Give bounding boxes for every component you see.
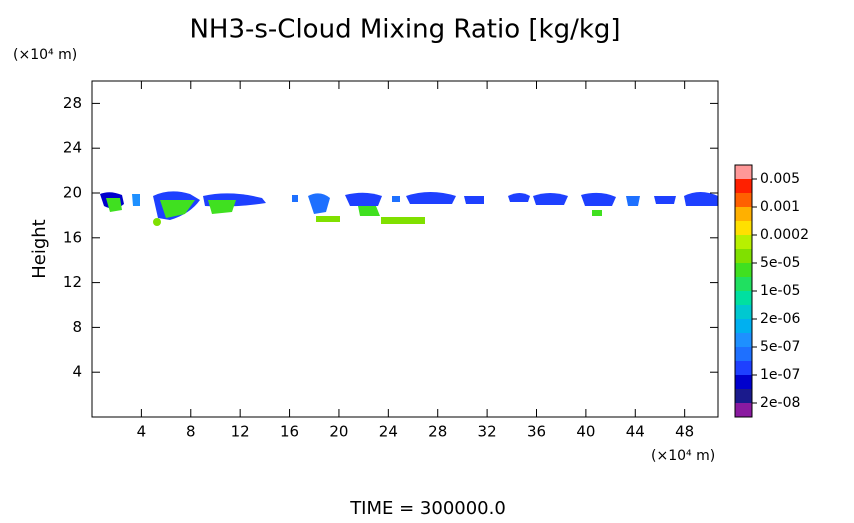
chart-title: NH3-s-Cloud Mixing Ratio [kg/kg] [189, 15, 620, 45]
colorbar-swatch [735, 319, 752, 333]
colorbar-swatch [735, 179, 752, 193]
x-tick-label: 12 [231, 423, 250, 441]
colorbar-swatch [735, 193, 752, 207]
x-tick-label: 40 [576, 423, 595, 441]
y-tick-label: 16 [63, 228, 82, 246]
colorbar-swatch [735, 165, 752, 179]
x-tick-label: 16 [280, 423, 299, 441]
x-tick-label: 24 [379, 423, 398, 441]
colorbar-label: 5e-05 [760, 255, 800, 271]
colorbar-swatch [735, 221, 752, 235]
x-tick-label: 28 [428, 423, 447, 441]
x-tick-label: 8 [186, 423, 196, 441]
y-tick-label: 4 [72, 363, 82, 381]
colorbar-swatch [735, 207, 752, 221]
footer: TIME = 300000.0 [349, 498, 506, 519]
colorbar-label: 0.0002 [760, 227, 809, 243]
x-tick-label: 4 [137, 423, 147, 441]
colorbar-swatch [735, 235, 752, 249]
colorbar-swatch [735, 403, 752, 417]
colorbar-swatch [735, 389, 752, 403]
plot-frame [91, 80, 719, 418]
colorbar-swatch [735, 333, 752, 347]
cloud-field [100, 191, 718, 226]
x-tick-label: 20 [329, 423, 348, 441]
colorbar-label: 2e-06 [760, 311, 800, 327]
y-tick-label: 20 [63, 184, 82, 202]
axes [91, 80, 719, 418]
colorbar-swatch [735, 249, 752, 263]
y-tick-label: 28 [63, 94, 82, 112]
colorbar-swatch [735, 291, 752, 305]
colorbar-label: 2e-08 [760, 395, 800, 411]
colorbar-label: 5e-07 [760, 339, 800, 355]
colorbar-swatch [735, 347, 752, 361]
y-tick-label: 24 [63, 139, 82, 157]
x-tick-label: 32 [478, 423, 497, 441]
y-axis-unit: (×10⁴ m) [13, 47, 77, 63]
y-tick-label: 8 [72, 318, 82, 336]
y-axis-label: Height [29, 219, 50, 279]
x-axis-unit: (×10⁴ m) [651, 448, 715, 464]
colorbar-label: 1e-05 [760, 283, 800, 299]
colorbar-swatch [735, 375, 752, 389]
x-tick-label: 48 [675, 423, 694, 441]
colorbar-swatch [735, 305, 752, 319]
x-tick-label: 44 [626, 423, 645, 441]
y-tick-label: 12 [63, 273, 82, 291]
colorbar-label: 1e-07 [760, 367, 800, 383]
colorbar-swatch [735, 263, 752, 277]
colorbar-swatch [735, 277, 752, 291]
x-tick-label: 36 [527, 423, 546, 441]
colorbar-swatch [735, 361, 752, 375]
colorbar-label: 0.001 [760, 199, 800, 215]
colorbar-label: 0.005 [760, 171, 800, 187]
